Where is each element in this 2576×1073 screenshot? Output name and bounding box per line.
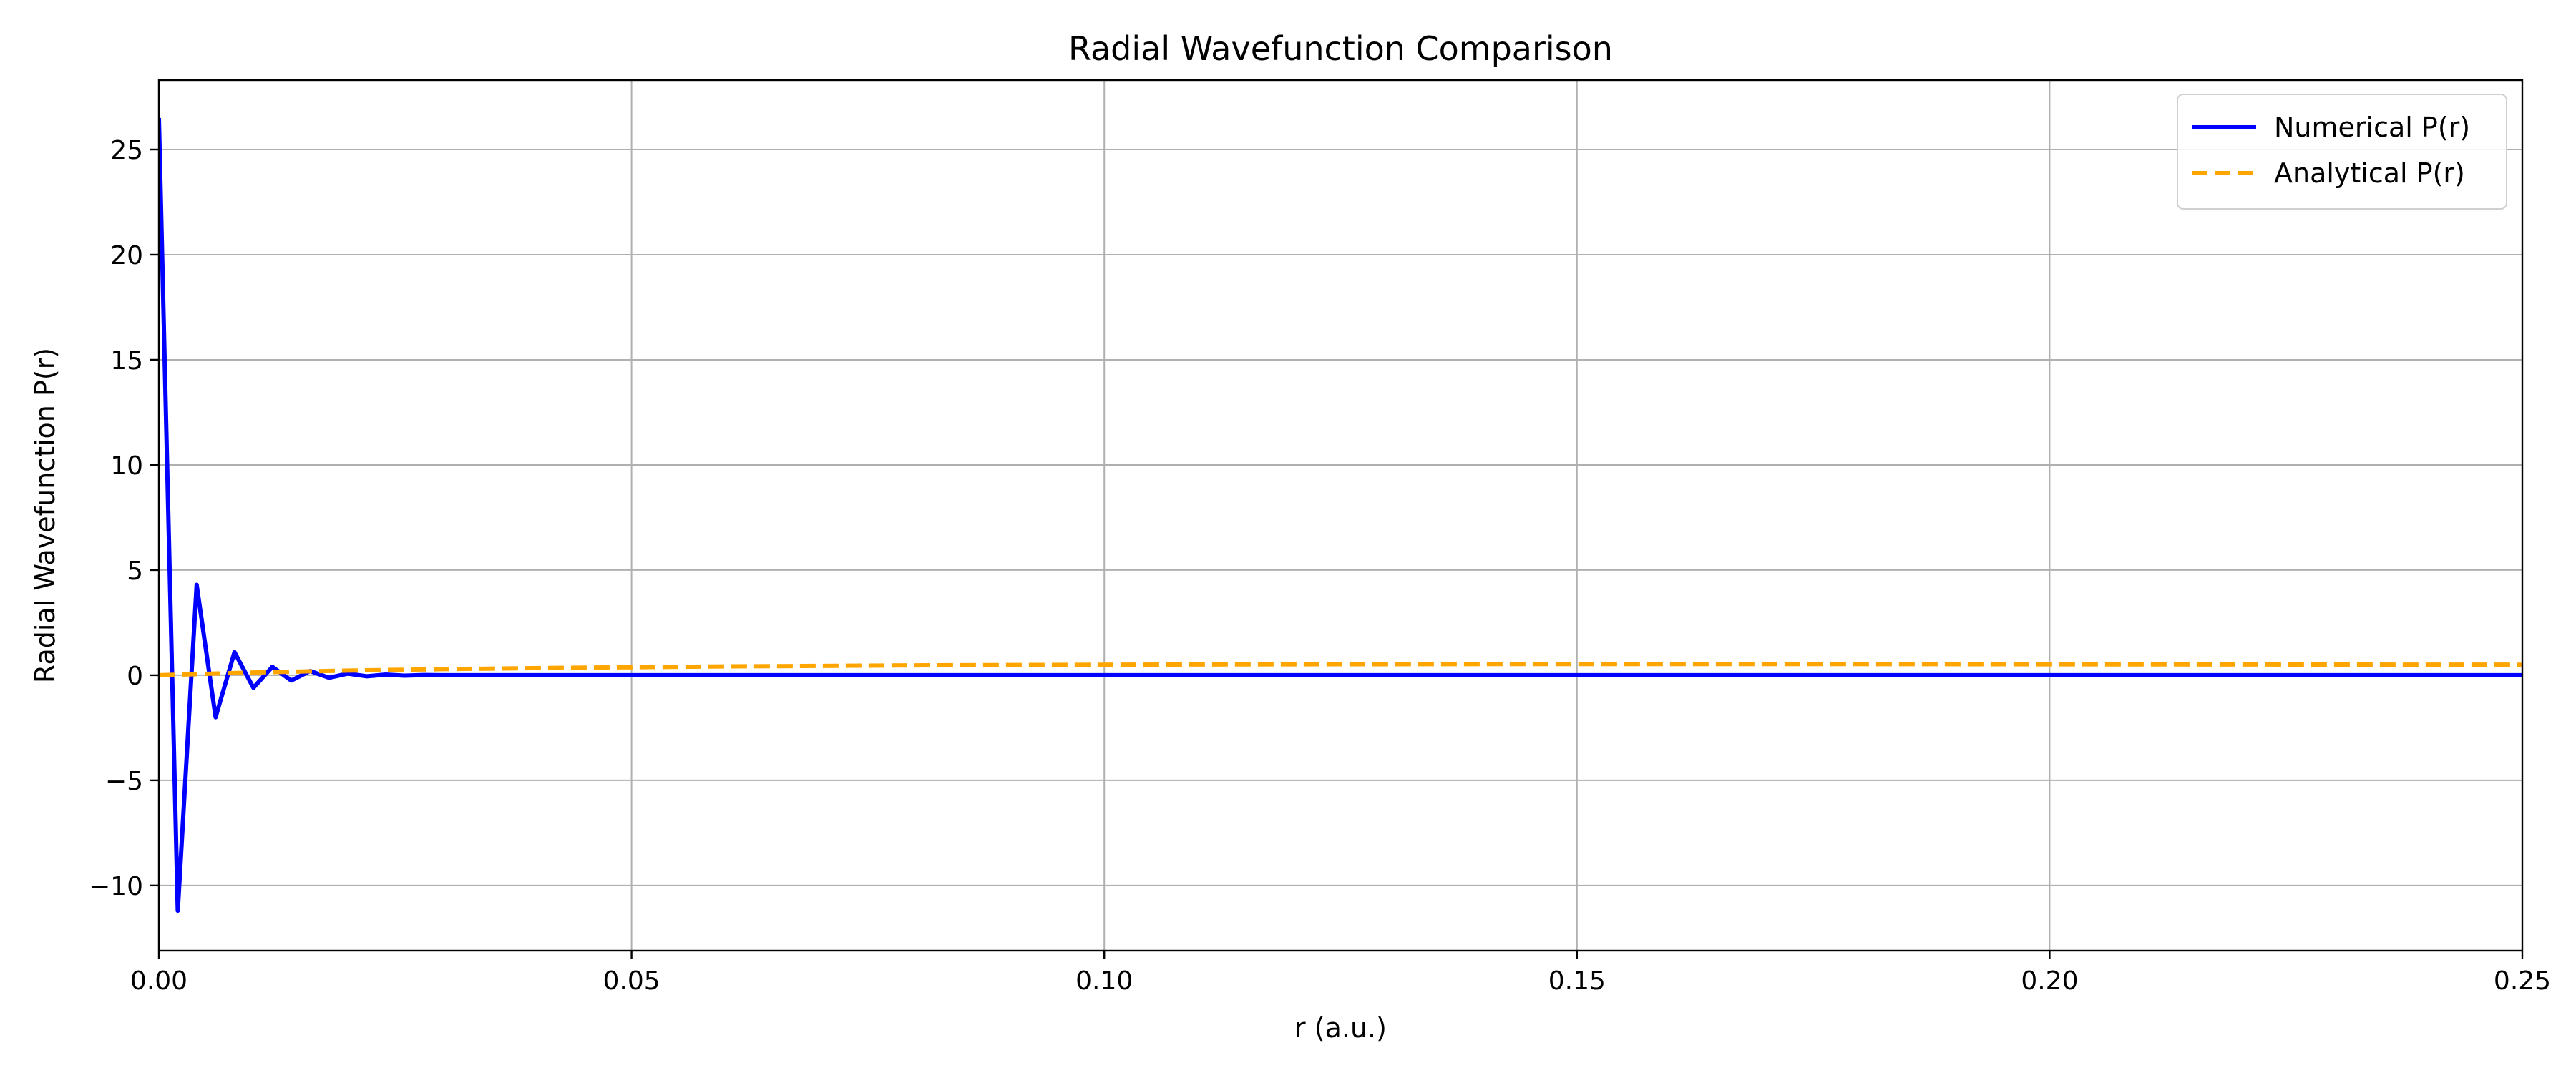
ticks: 0.00 0.05 0.10 0.15 0.20 0.25 −10 −5 0 5 10 15 20 25: [89, 136, 2551, 996]
x-tick-label: 0.25: [2494, 966, 2551, 996]
y-tick-label: 5: [127, 557, 143, 586]
x-tick-label: 0.05: [603, 966, 660, 996]
y-tick-label: 10: [110, 451, 143, 481]
legend-label: Analytical P(r): [2274, 157, 2465, 189]
legend: Numerical P(r) Analytical P(r): [2177, 94, 2507, 210]
chart-title: Radial Wavefunction Comparison: [1068, 29, 1613, 68]
series-layer: [159, 117, 2522, 913]
x-axis-label: r (a.u.): [1294, 1012, 1387, 1044]
x-tick-label: 0.10: [1075, 966, 1133, 996]
y-tick-label: −10: [89, 872, 143, 901]
plot-frame: [157, 79, 2524, 952]
x-tick-label: 0.00: [130, 966, 187, 996]
series-line-numerical: [159, 117, 2522, 913]
legend-box: [2177, 94, 2507, 210]
y-tick-label: 25: [110, 136, 143, 165]
series-line-analytical: [159, 662, 2522, 677]
y-tick-label: −5: [105, 767, 143, 796]
y-tick-label: 20: [110, 241, 143, 270]
x-tick-label: 0.20: [2021, 966, 2078, 996]
y-tick-label: 0: [127, 662, 143, 691]
legend-label: Numerical P(r): [2274, 112, 2470, 143]
y-axis-label: Radial Wavefunction P(r): [29, 348, 61, 683]
y-tick-label: 15: [110, 346, 143, 376]
x-tick-label: 0.15: [1548, 966, 1606, 996]
